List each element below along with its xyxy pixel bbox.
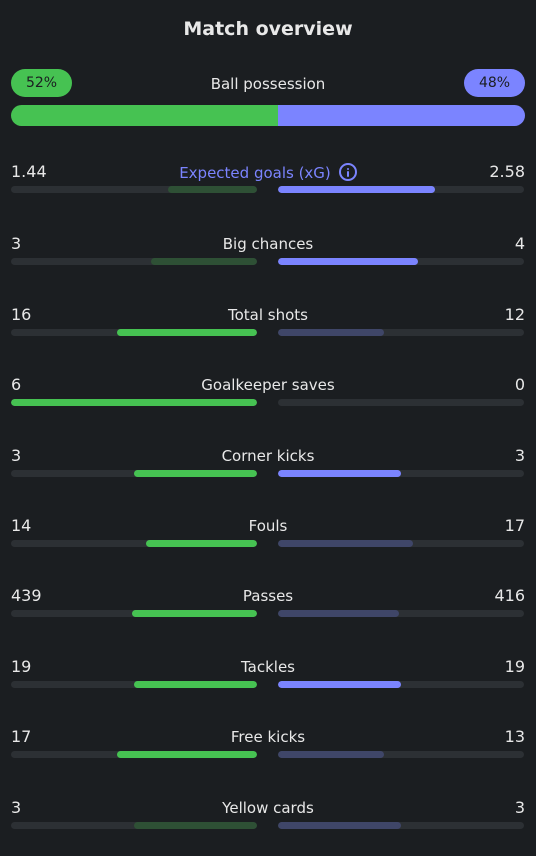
possession-label: Ball possession [210, 75, 326, 93]
stat-label: Tackles [0, 658, 536, 676]
stat-home-value: 17 [11, 727, 32, 746]
stat-home-bar [11, 540, 257, 547]
stat-home-fill [116, 329, 257, 336]
stat-away-bar [278, 470, 524, 477]
stat-label-text: Yellow cards [222, 799, 314, 817]
stat-label-text: Fouls [248, 517, 288, 535]
stat-away-fill [278, 329, 384, 336]
stat-row: 14 Fouls 17 [0, 516, 536, 566]
stat-label: Corner kicks [0, 447, 536, 465]
stat-label[interactable]: Expected goals (xG) [0, 163, 536, 182]
stat-label: Total shots [0, 306, 536, 324]
stat-home-bar [11, 258, 257, 265]
stat-away-value: 416 [494, 586, 525, 605]
stat-home-value: 3 [11, 234, 22, 253]
stat-away-value: 13 [504, 727, 525, 746]
stat-away-fill [278, 540, 414, 547]
stat-home-value: 1.44 [11, 162, 47, 181]
stat-label-text: Goalkeeper saves [201, 376, 335, 394]
info-icon[interactable] [338, 163, 357, 181]
stat-home-fill [134, 681, 257, 688]
stat-away-value: 17 [504, 516, 525, 535]
stat-away-value: 3 [514, 798, 525, 817]
stat-home-fill [168, 186, 257, 193]
stat-home-value: 3 [11, 446, 22, 465]
stat-label: Big chances [0, 235, 536, 253]
stat-label-text: Corner kicks [221, 447, 315, 465]
stat-home-value: 439 [11, 586, 42, 605]
stat-away-bar [278, 610, 524, 617]
stat-label-text: Tackles [240, 658, 296, 676]
stat-away-value: 4 [514, 234, 525, 253]
stat-away-fill [278, 186, 436, 193]
stat-away-bar [278, 822, 524, 829]
possession-home-fill [11, 105, 279, 126]
stat-away-value: 0 [514, 375, 525, 394]
stat-away-bar [278, 540, 524, 547]
stat-label: Goalkeeper saves [0, 376, 536, 394]
stat-away-fill [278, 751, 384, 758]
stat-home-bar [11, 329, 257, 336]
possession-bar [11, 105, 525, 126]
stat-row: 17 Free kicks 13 [0, 727, 536, 777]
stat-label-text: Expected goals (xG) [179, 164, 331, 182]
stat-home-value: 14 [11, 516, 32, 535]
stat-home-value: 19 [11, 657, 32, 676]
page-title: Match overview [183, 18, 353, 40]
stat-away-bar [278, 681, 524, 688]
stat-away-value: 2.58 [489, 162, 525, 181]
stat-label: Yellow cards [0, 799, 536, 817]
stat-away-fill [278, 681, 401, 688]
stat-home-fill [134, 822, 257, 829]
stat-row: 6 Goalkeeper saves 0 [0, 375, 536, 425]
stat-home-value: 16 [11, 305, 32, 324]
stat-home-fill [151, 258, 257, 265]
stat-home-fill [134, 470, 257, 477]
stat-label: Free kicks [0, 728, 536, 746]
stat-label: Fouls [0, 517, 536, 535]
stat-label-text: Free kicks [230, 728, 306, 746]
stat-row: 439 Passes 416 [0, 586, 536, 636]
stat-away-fill [278, 610, 399, 617]
stat-home-bar [11, 822, 257, 829]
stat-away-fill [278, 258, 419, 265]
stat-away-fill [278, 470, 401, 477]
possession-home-badge: 52% [11, 69, 72, 97]
stat-home-bar [11, 470, 257, 477]
stat-row: 1.44 Expected goals (xG) 2.58 [0, 162, 536, 212]
stat-home-fill [116, 751, 257, 758]
stat-away-bar [278, 399, 524, 406]
stat-label-text: Total shots [228, 306, 308, 324]
stat-row: 19 Tackles 19 [0, 657, 536, 707]
stat-home-bar [11, 186, 257, 193]
stat-home-bar [11, 610, 257, 617]
stat-label-text: Passes [242, 587, 294, 605]
stat-away-fill [278, 822, 401, 829]
stat-away-value: 12 [504, 305, 525, 324]
stat-home-bar [11, 751, 257, 758]
stat-away-bar [278, 186, 524, 193]
stat-away-value: 19 [504, 657, 525, 676]
stat-home-bar [11, 681, 257, 688]
stat-row: 3 Corner kicks 3 [0, 446, 536, 496]
stat-label-text: Big chances [222, 235, 314, 253]
stat-away-bar [278, 329, 524, 336]
stat-row: 3 Big chances 4 [0, 234, 536, 284]
stat-home-value: 6 [11, 375, 22, 394]
stat-home-fill [131, 610, 257, 617]
stat-home-fill [11, 399, 257, 406]
stat-row: 16 Total shots 12 [0, 305, 536, 355]
possession-away-fill [278, 105, 525, 126]
stat-label: Passes [0, 587, 536, 605]
stat-away-bar [278, 258, 524, 265]
stat-home-bar [11, 399, 257, 406]
stat-home-value: 3 [11, 798, 22, 817]
stat-away-bar [278, 751, 524, 758]
possession-away-badge: 48% [464, 69, 525, 97]
stat-row: 3 Yellow cards 3 [0, 798, 536, 848]
stat-away-value: 3 [514, 446, 525, 465]
stat-home-fill [146, 540, 257, 547]
